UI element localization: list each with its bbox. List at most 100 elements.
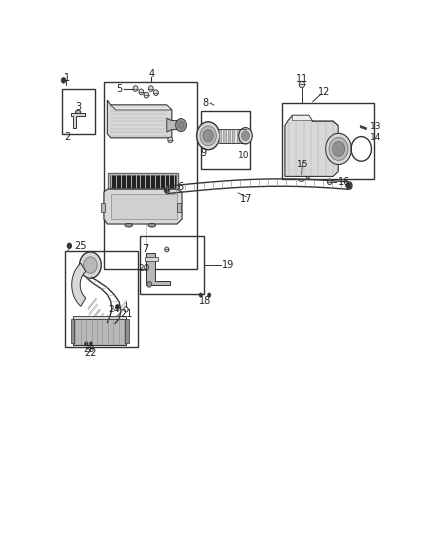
Bar bbox=[110, 175, 176, 188]
Bar bbox=[230, 129, 233, 143]
Circle shape bbox=[197, 122, 220, 150]
Circle shape bbox=[329, 138, 348, 160]
Text: 17: 17 bbox=[240, 195, 253, 204]
Ellipse shape bbox=[75, 110, 81, 114]
Bar bbox=[145, 257, 158, 261]
Ellipse shape bbox=[148, 223, 155, 227]
Text: 5: 5 bbox=[116, 84, 122, 94]
Circle shape bbox=[154, 90, 158, 95]
Polygon shape bbox=[72, 263, 86, 306]
Circle shape bbox=[139, 89, 144, 95]
Bar bbox=[234, 129, 237, 143]
Polygon shape bbox=[146, 253, 170, 285]
Bar bbox=[125, 319, 129, 343]
Circle shape bbox=[200, 126, 216, 146]
Polygon shape bbox=[111, 105, 172, 110]
Polygon shape bbox=[71, 113, 85, 127]
Bar bbox=[61, 88, 95, 134]
Text: 23: 23 bbox=[83, 345, 94, 354]
Text: 11: 11 bbox=[296, 74, 308, 84]
Circle shape bbox=[239, 127, 252, 144]
Polygon shape bbox=[167, 118, 180, 132]
Text: 16: 16 bbox=[338, 177, 350, 187]
Text: 22: 22 bbox=[84, 348, 97, 358]
Polygon shape bbox=[109, 314, 119, 325]
Bar bbox=[219, 129, 222, 143]
Circle shape bbox=[325, 133, 351, 165]
Circle shape bbox=[61, 77, 66, 83]
Text: 18: 18 bbox=[199, 296, 211, 306]
Polygon shape bbox=[360, 126, 366, 130]
Text: 3: 3 bbox=[75, 102, 81, 112]
Circle shape bbox=[168, 137, 173, 143]
Circle shape bbox=[124, 307, 128, 312]
Text: 13: 13 bbox=[370, 122, 381, 131]
Bar bbox=[71, 319, 74, 343]
Bar bbox=[243, 129, 246, 143]
Circle shape bbox=[203, 130, 213, 142]
Bar bbox=[140, 236, 204, 294]
Bar bbox=[101, 204, 105, 212]
Circle shape bbox=[241, 131, 250, 141]
Circle shape bbox=[147, 281, 152, 287]
Bar bbox=[223, 129, 226, 143]
Polygon shape bbox=[293, 115, 338, 126]
Bar bbox=[201, 111, 250, 168]
Circle shape bbox=[80, 252, 101, 278]
Circle shape bbox=[299, 81, 304, 88]
Bar bbox=[228, 129, 230, 143]
Bar bbox=[65, 251, 138, 347]
Text: 2: 2 bbox=[64, 132, 71, 142]
Text: 10: 10 bbox=[238, 150, 250, 159]
Circle shape bbox=[165, 247, 169, 252]
Polygon shape bbox=[118, 300, 127, 312]
Text: 15: 15 bbox=[297, 160, 308, 169]
Bar bbox=[237, 129, 239, 143]
Text: 24: 24 bbox=[109, 305, 120, 314]
Bar bbox=[104, 83, 197, 269]
Bar bbox=[239, 129, 241, 143]
Circle shape bbox=[176, 118, 187, 132]
Circle shape bbox=[178, 122, 184, 128]
Polygon shape bbox=[285, 115, 338, 176]
Polygon shape bbox=[95, 313, 104, 324]
Bar bbox=[282, 103, 374, 179]
Circle shape bbox=[332, 142, 345, 156]
Bar bbox=[221, 129, 224, 143]
Bar bbox=[108, 173, 178, 189]
Circle shape bbox=[327, 179, 332, 184]
Bar bbox=[111, 195, 177, 219]
Bar bbox=[74, 316, 126, 319]
Circle shape bbox=[208, 293, 211, 297]
Text: 6: 6 bbox=[177, 182, 183, 192]
Text: 12: 12 bbox=[318, 87, 331, 97]
Polygon shape bbox=[89, 304, 98, 316]
Text: 8: 8 bbox=[203, 98, 209, 108]
Polygon shape bbox=[99, 316, 109, 326]
Text: 21: 21 bbox=[120, 309, 132, 319]
Text: 14: 14 bbox=[370, 133, 381, 142]
Polygon shape bbox=[113, 311, 123, 322]
Text: 7: 7 bbox=[143, 245, 149, 254]
Text: 25: 25 bbox=[74, 241, 87, 251]
Text: 1: 1 bbox=[64, 74, 70, 83]
Circle shape bbox=[199, 293, 202, 297]
Circle shape bbox=[89, 342, 93, 346]
Circle shape bbox=[148, 86, 153, 92]
Text: 19: 19 bbox=[222, 260, 234, 270]
Text: 4: 4 bbox=[148, 69, 155, 79]
Circle shape bbox=[116, 304, 120, 309]
Circle shape bbox=[85, 342, 88, 346]
Polygon shape bbox=[104, 316, 114, 326]
Ellipse shape bbox=[125, 223, 132, 227]
Polygon shape bbox=[104, 189, 182, 224]
Polygon shape bbox=[107, 100, 172, 138]
Bar bbox=[232, 129, 235, 143]
Circle shape bbox=[67, 243, 72, 248]
Text: 9: 9 bbox=[200, 148, 206, 158]
Polygon shape bbox=[296, 176, 313, 179]
Polygon shape bbox=[88, 298, 96, 310]
Bar bbox=[241, 129, 244, 143]
Polygon shape bbox=[117, 305, 125, 317]
Polygon shape bbox=[91, 309, 100, 320]
